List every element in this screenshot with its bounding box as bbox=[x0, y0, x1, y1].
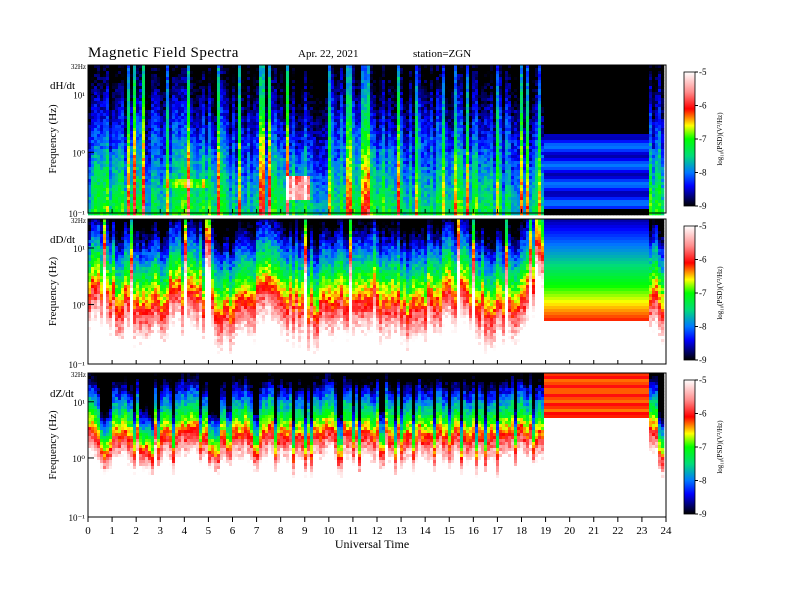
x-tick-label: 12 bbox=[372, 525, 383, 537]
y-axis-label: Frequency (Hz) bbox=[47, 410, 59, 480]
x-tick-label: 23 bbox=[636, 525, 648, 537]
x-tick-label: 19 bbox=[540, 525, 552, 537]
panel-label: dH/dt bbox=[50, 80, 75, 92]
colorbar-tick-label: -5 bbox=[699, 67, 707, 77]
x-tick-label: 15 bbox=[444, 525, 456, 537]
colorbar bbox=[684, 226, 695, 360]
spectrogram-panel-dZ-dt: 10¹ 10⁰ 10⁻¹ 32Hz dZ/dt Frequency (Hz) -5 -6 -7 -… bbox=[47, 371, 724, 523]
colorbar-tick-label: -6 bbox=[699, 101, 707, 111]
x-tick-label: 24 bbox=[661, 525, 673, 537]
x-tick-label: 0 bbox=[85, 525, 91, 537]
colorbar bbox=[684, 72, 695, 206]
y-tick-label: 10¹ bbox=[73, 244, 85, 254]
colorbar-tick-label: -7 bbox=[699, 134, 707, 144]
colorbar-tick-label: -8 bbox=[699, 322, 707, 332]
y-axis-label: Frequency (Hz) bbox=[47, 104, 59, 174]
x-tick-label: 21 bbox=[588, 525, 599, 537]
x-axis-label: Universal Time bbox=[335, 537, 409, 551]
x-tick-label: 9 bbox=[302, 525, 308, 537]
x-tick-label: 8 bbox=[278, 525, 284, 537]
y-tick-label: 10¹ bbox=[73, 398, 85, 408]
x-tick-label: 11 bbox=[348, 525, 359, 537]
x-tick-label: 3 bbox=[158, 525, 164, 537]
x-tick-label: 2 bbox=[133, 525, 139, 537]
x-tick-label: 13 bbox=[396, 525, 408, 537]
colorbar-tick-label: -9 bbox=[699, 509, 707, 519]
colorbar-tick-label: -9 bbox=[699, 201, 707, 211]
y-tick-label: 10⁰ bbox=[72, 148, 85, 158]
x-tick-label: 5 bbox=[206, 525, 212, 537]
y-top-label: 32Hz bbox=[71, 371, 86, 379]
x-tick-label: 4 bbox=[182, 525, 188, 537]
x-tick-label: 18 bbox=[516, 525, 528, 537]
colorbar-tick-label: -6 bbox=[699, 409, 707, 419]
x-tick-label: 7 bbox=[254, 525, 260, 537]
colorbar-tick-label: -8 bbox=[699, 476, 707, 486]
panel-label: dD/dt bbox=[50, 234, 75, 246]
x-tick-label: 1 bbox=[109, 525, 115, 537]
y-tick-label: 10¹ bbox=[73, 91, 85, 101]
y-top-label: 32Hz bbox=[71, 63, 86, 71]
colorbar-tick-label: -7 bbox=[699, 442, 707, 452]
colorbar-tick-label: -9 bbox=[699, 355, 707, 365]
colorbar-label: log₁₀(PSD)(V²/Hz) bbox=[716, 266, 724, 320]
x-tick-label: 20 bbox=[564, 525, 576, 537]
y-tick-label: 10⁻¹ bbox=[69, 513, 86, 523]
y-tick-label: 10⁰ bbox=[72, 454, 85, 464]
colorbar-tick-label: -5 bbox=[699, 375, 707, 385]
x-tick-label: 10 bbox=[323, 525, 335, 537]
colorbar-tick-label: -6 bbox=[699, 255, 707, 265]
panel-label: dZ/dt bbox=[50, 388, 74, 400]
y-tick-label: 10⁰ bbox=[72, 301, 85, 311]
colorbar-tick-label: -8 bbox=[699, 168, 707, 178]
colorbar-tick-label: -5 bbox=[699, 221, 707, 231]
x-tick-label: 6 bbox=[230, 525, 236, 537]
x-tick-label: 22 bbox=[612, 525, 623, 537]
colorbar bbox=[684, 380, 695, 514]
y-tick-label: 10⁻¹ bbox=[69, 360, 86, 370]
colorbar-tick-label: -7 bbox=[699, 288, 707, 298]
y-top-label: 32Hz bbox=[71, 217, 86, 225]
colorbar-label: log₁₀(PSD)(V²/Hz) bbox=[716, 112, 724, 166]
x-tick-label: 14 bbox=[420, 525, 432, 537]
spectrogram-panel-dD-dt: 10¹ 10⁰ 10⁻¹ 32Hz dD/dt Frequency (Hz) -5 -6 -7 -… bbox=[47, 217, 724, 370]
y-axis-label: Frequency (Hz) bbox=[47, 257, 59, 327]
x-tick-label: 16 bbox=[468, 525, 480, 537]
colorbar-label: log₁₀(PSD)(V²/Hz) bbox=[716, 420, 724, 474]
x-tick-label: 17 bbox=[492, 525, 504, 537]
